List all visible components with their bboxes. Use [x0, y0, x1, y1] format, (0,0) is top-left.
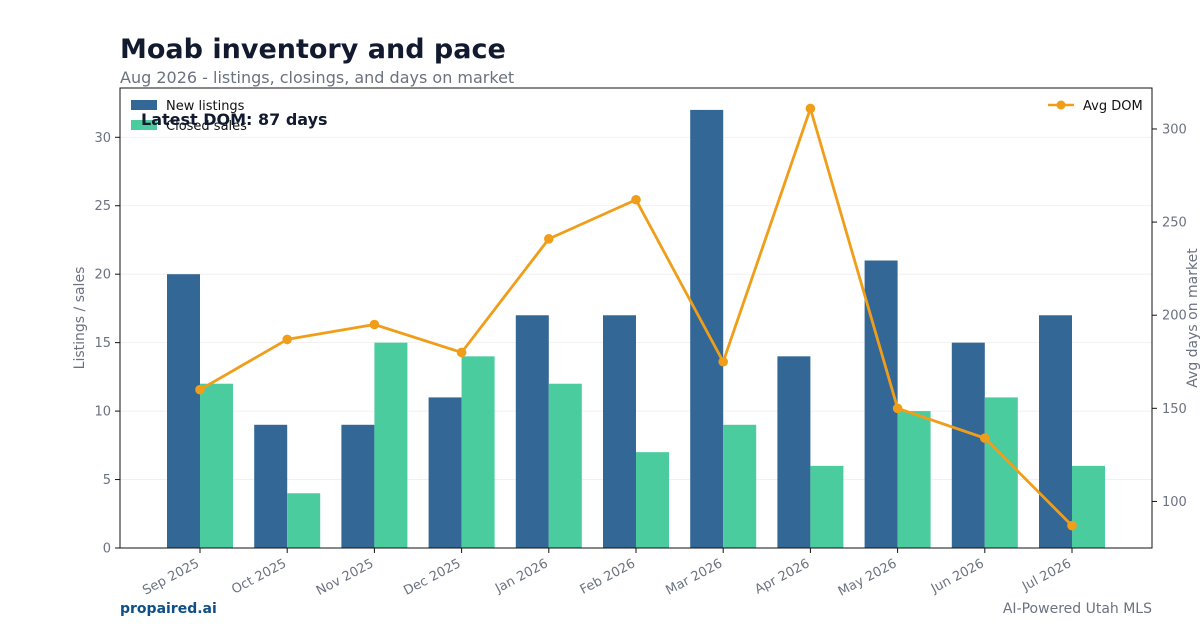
legend-right: Avg DOM	[1048, 99, 1143, 114]
bar-closed-sales	[810, 465, 844, 548]
x-tick-label: Apr 2026	[753, 556, 813, 597]
x-tick-label: Oct 2025	[229, 556, 289, 597]
avg-dom-point	[369, 319, 380, 330]
avg-dom-point	[544, 234, 554, 244]
y2-tick-label: 250	[1162, 216, 1187, 231]
y-tick-label: 30	[94, 131, 111, 146]
bar-new-listings	[515, 315, 549, 548]
chart-subtitle: Aug 2026 - listings, closings, and days …	[120, 68, 515, 87]
x-tick-label: Dec 2025	[401, 556, 463, 599]
chart-title: Moab inventory and pace	[120, 34, 506, 65]
bars	[167, 109, 1105, 549]
bar-new-listings	[341, 424, 375, 548]
bar-new-listings	[777, 356, 811, 548]
latest-dom-annotation: Latest DOM: 87 days	[141, 110, 328, 129]
y-tick-label: 5	[103, 473, 111, 488]
x-tick-label: Mar 2026	[664, 556, 726, 598]
legend-marker-avg-dom	[1056, 100, 1066, 110]
avg-dom-point	[631, 194, 641, 205]
y-tick-label: 20	[94, 268, 111, 283]
legend-label-avg-dom: Avg DOM	[1083, 99, 1143, 114]
legend-swatch-new-listings	[131, 100, 157, 110]
y2-tick-label: 300	[1162, 122, 1187, 137]
y-tick-label: 10	[94, 405, 111, 420]
x-tick-label: Jul 2026	[1019, 556, 1074, 595]
legend-label-new-listings: New listings	[166, 99, 245, 114]
x-tick-label: Nov 2025	[314, 556, 376, 599]
bar-closed-sales	[200, 383, 233, 548]
avg-dom-point	[1067, 520, 1077, 531]
y2-tick-label: 150	[1162, 402, 1187, 417]
bar-closed-sales	[461, 356, 495, 548]
bar-closed-sales	[897, 411, 931, 548]
y-tick-label: 15	[94, 336, 111, 351]
bar-new-listings	[167, 274, 200, 548]
avg-dom-point	[282, 334, 293, 345]
legend-swatch-closed-sales	[131, 120, 157, 130]
x-tick-label: Feb 2026	[578, 556, 638, 598]
avg-dom-point	[718, 356, 728, 367]
y-axis-label: Listings / sales	[72, 267, 88, 370]
bar-closed-sales	[723, 424, 757, 548]
bar-new-listings	[428, 397, 462, 548]
bar-new-listings	[254, 424, 288, 548]
avg-dom-point	[980, 433, 990, 443]
legend-label-closed-sales: Closed sales	[166, 119, 247, 134]
x-tick-label: Jun 2026	[928, 556, 987, 597]
avg-dom-point	[805, 103, 816, 114]
avg-dom-point	[195, 384, 205, 395]
source-credit: AI-Powered Utah MLS	[1002, 601, 1152, 617]
y-tick-label: 25	[94, 199, 111, 214]
avg-dom-point	[456, 347, 467, 358]
bar-closed-sales	[287, 493, 321, 548]
y2-axis-label: Avg days on market	[1185, 248, 1200, 388]
bar-closed-sales	[636, 452, 669, 548]
bar-closed-sales	[1072, 465, 1105, 548]
bar-new-listings	[1039, 315, 1072, 548]
x-tick-label: Sep 2025	[140, 556, 202, 598]
y-tick-label: 0	[103, 542, 111, 557]
x-tick-label: May 2026	[836, 556, 900, 599]
bar-new-listings	[603, 315, 636, 548]
brand-logo-text: propaired.ai	[120, 601, 217, 617]
dom-line	[195, 103, 1077, 531]
y2-tick-label: 200	[1162, 309, 1187, 324]
legend-left: New listings Closed sales	[131, 99, 247, 134]
bar-new-listings	[951, 342, 985, 548]
bar-new-listings	[864, 260, 898, 548]
y2-tick-label: 100	[1162, 495, 1187, 510]
bar-closed-sales	[984, 397, 1018, 548]
avg-dom-point	[892, 403, 903, 414]
x-tick-label: Jan 2026	[492, 556, 550, 597]
bar-closed-sales	[548, 383, 582, 548]
bar-closed-sales	[374, 342, 408, 548]
